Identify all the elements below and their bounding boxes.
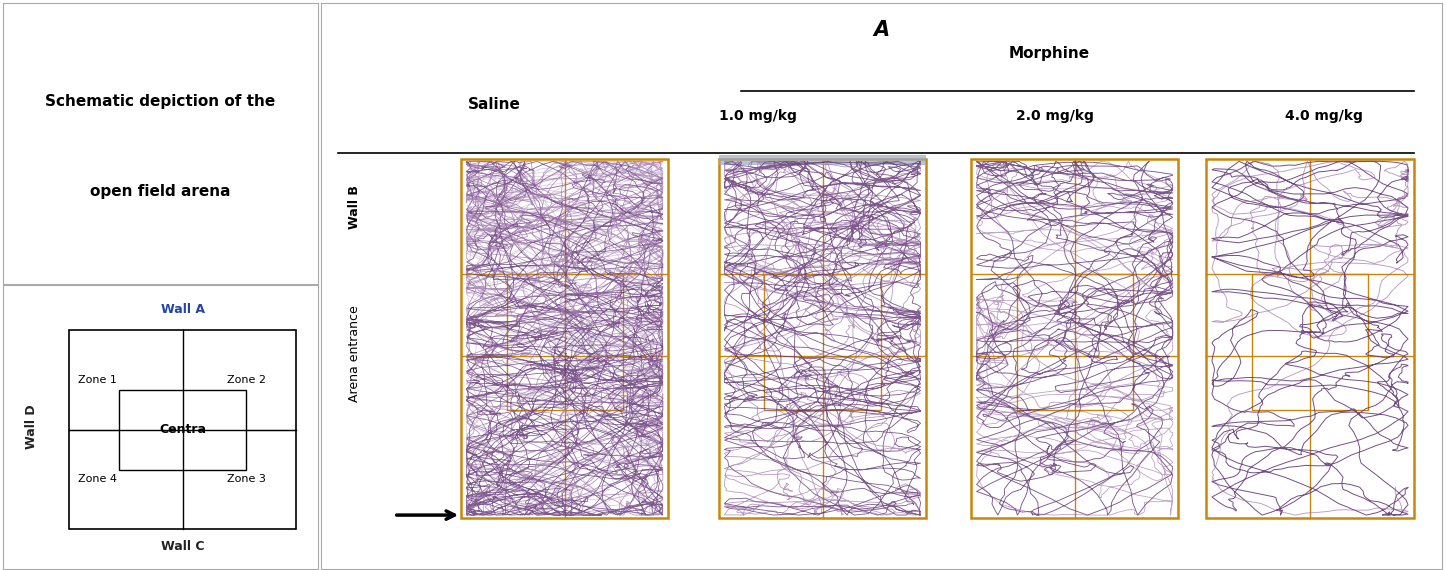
Text: Wall A: Wall A [161,303,204,316]
Text: Arena entrance: Arena entrance [348,306,362,402]
Text: Zone 1: Zone 1 [78,375,117,385]
Text: Wall D: Wall D [25,405,38,449]
Text: Schematic depiction of the: Schematic depiction of the [45,93,276,109]
Text: 2.0 mg/kg: 2.0 mg/kg [1017,109,1095,123]
Bar [1252,274,1368,410]
Text: Zone 3: Zone 3 [227,474,266,484]
Bar [461,158,668,518]
Text: Zone 4: Zone 4 [78,474,117,484]
Text: Zone 2: Zone 2 [227,375,266,385]
Bar [765,274,881,410]
Text: Centra: Centra [159,424,207,436]
Text: 1.0 mg/kg: 1.0 mg/kg [719,109,797,123]
Bar [719,155,927,165]
Text: Wall B: Wall B [348,185,362,229]
Bar [1206,158,1414,518]
Text: A: A [873,20,889,40]
Text: Morphine: Morphine [1009,46,1090,62]
Bar [1017,274,1132,410]
Bar [719,158,927,518]
Bar [506,274,623,410]
Bar [69,331,296,529]
Bar [972,158,1178,518]
Text: 4.0 mg/kg: 4.0 mg/kg [1285,109,1364,123]
Text: Saline: Saline [469,97,521,112]
Text: open field arena: open field arena [90,184,231,198]
Bar [119,390,246,470]
Text: Wall C: Wall C [161,540,204,553]
